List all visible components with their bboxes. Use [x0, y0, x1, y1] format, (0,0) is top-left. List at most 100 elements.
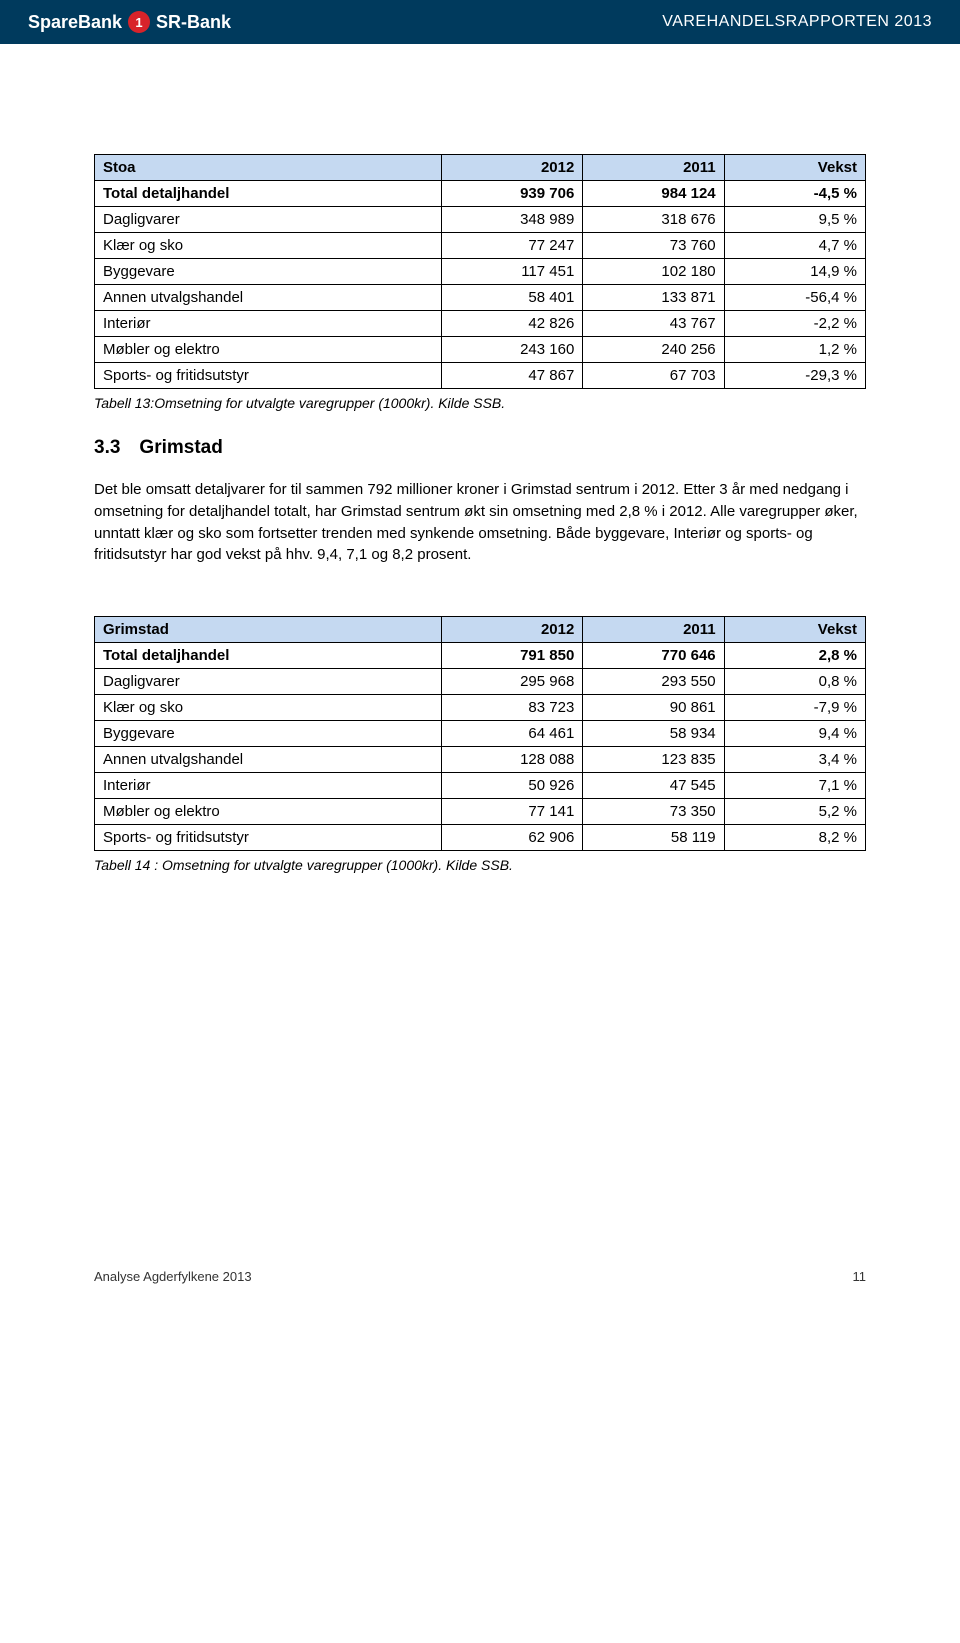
- brand-text-1: SpareBank: [28, 12, 122, 33]
- table-stoa-body: Total detaljhandel939 706984 124-4,5 %Da…: [95, 181, 866, 389]
- table-cell: 73 760: [583, 233, 724, 259]
- section-body-grimstad: Det ble omsatt detaljvarer for til samme…: [94, 479, 866, 566]
- table-header-row: Stoa 2012 2011 Vekst: [95, 155, 866, 181]
- col-header: 2012: [441, 617, 582, 643]
- table-grimstad-body: Total detaljhandel791 850770 6462,8 %Dag…: [95, 643, 866, 851]
- table-cell: 133 871: [583, 285, 724, 311]
- table-cell: 77 141: [441, 799, 582, 825]
- table-grimstad: Grimstad 2012 2011 Vekst Total detaljhan…: [94, 616, 866, 851]
- table-cell: -2,2 %: [724, 311, 865, 337]
- table-cell: 0,8 %: [724, 669, 865, 695]
- table-cell: Byggevare: [95, 259, 442, 285]
- table-stoa: Stoa 2012 2011 Vekst Total detaljhandel9…: [94, 154, 866, 389]
- table-cell: Total detaljhandel: [95, 643, 442, 669]
- table-cell: Sports- og fritidsutstyr: [95, 363, 442, 389]
- footer-page-number: 11: [853, 1269, 867, 1284]
- table-cell: 1,2 %: [724, 337, 865, 363]
- table-cell: 4,7 %: [724, 233, 865, 259]
- table-row: Sports- og fritidsutstyr62 90658 1198,2 …: [95, 825, 866, 851]
- table-cell: 123 835: [583, 747, 724, 773]
- brand-badge-icon: 1: [128, 11, 150, 33]
- table-cell: 67 703: [583, 363, 724, 389]
- table-row: Klær og sko77 24773 7604,7 %: [95, 233, 866, 259]
- table-cell: 9,4 %: [724, 721, 865, 747]
- table-cell: 3,4 %: [724, 747, 865, 773]
- table-row: Klær og sko83 72390 861-7,9 %: [95, 695, 866, 721]
- table-cell: -29,3 %: [724, 363, 865, 389]
- table-cell: 14,9 %: [724, 259, 865, 285]
- table-cell: 318 676: [583, 207, 724, 233]
- table-row: Total detaljhandel791 850770 6462,8 %: [95, 643, 866, 669]
- table-cell: Sports- og fritidsutstyr: [95, 825, 442, 851]
- table-cell: 8,2 %: [724, 825, 865, 851]
- table-cell: 62 906: [441, 825, 582, 851]
- table-cell: 64 461: [441, 721, 582, 747]
- table-cell: Total detaljhandel: [95, 181, 442, 207]
- table-row: Møbler og elektro243 160240 2561,2 %: [95, 337, 866, 363]
- table-cell: 939 706: [441, 181, 582, 207]
- page-content: Stoa 2012 2011 Vekst Total detaljhandel9…: [0, 44, 960, 1259]
- table-cell: 770 646: [583, 643, 724, 669]
- page-footer: Analyse Agderfylkene 2013 11: [0, 1259, 960, 1314]
- table-cell: Møbler og elektro: [95, 799, 442, 825]
- table-cell: Dagligvarer: [95, 669, 442, 695]
- table-header-row: Grimstad 2012 2011 Vekst: [95, 617, 866, 643]
- table-caption: Tabell 14 : Omsetning for utvalgte vareg…: [94, 857, 866, 873]
- table-cell: -56,4 %: [724, 285, 865, 311]
- table-cell: Annen utvalgshandel: [95, 747, 442, 773]
- table-cell: 90 861: [583, 695, 724, 721]
- table-cell: Interiør: [95, 311, 442, 337]
- table-cell: 243 160: [441, 337, 582, 363]
- table-row: Interiør50 92647 5457,1 %: [95, 773, 866, 799]
- col-header: Stoa: [95, 155, 442, 181]
- table-cell: 2,8 %: [724, 643, 865, 669]
- table-cell: 128 088: [441, 747, 582, 773]
- col-header: Vekst: [724, 155, 865, 181]
- report-title: VAREHANDELSRAPPORTEN 2013: [662, 13, 932, 31]
- table-row: Dagligvarer295 968293 5500,8 %: [95, 669, 866, 695]
- col-header: 2011: [583, 155, 724, 181]
- table-row: Sports- og fritidsutstyr47 86767 703-29,…: [95, 363, 866, 389]
- table-cell: 58 119: [583, 825, 724, 851]
- brand-text-2: SR-Bank: [156, 12, 231, 33]
- table-cell: 43 767: [583, 311, 724, 337]
- table-cell: Klær og sko: [95, 233, 442, 259]
- table-cell: Klær og sko: [95, 695, 442, 721]
- table-cell: 117 451: [441, 259, 582, 285]
- table-cell: Annen utvalgshandel: [95, 285, 442, 311]
- table-cell: -7,9 %: [724, 695, 865, 721]
- table-cell: 348 989: [441, 207, 582, 233]
- col-header: Grimstad: [95, 617, 442, 643]
- table-cell: 47 867: [441, 363, 582, 389]
- table-row: Byggevare117 451102 18014,9 %: [95, 259, 866, 285]
- table-cell: 984 124: [583, 181, 724, 207]
- table-cell: Byggevare: [95, 721, 442, 747]
- col-header: 2012: [441, 155, 582, 181]
- footer-left: Analyse Agderfylkene 2013: [94, 1269, 252, 1284]
- table-cell: 102 180: [583, 259, 724, 285]
- table-cell: -4,5 %: [724, 181, 865, 207]
- table-row: Annen utvalgshandel128 088123 8353,4 %: [95, 747, 866, 773]
- table-cell: 9,5 %: [724, 207, 865, 233]
- table-cell: 7,1 %: [724, 773, 865, 799]
- table-cell: 77 247: [441, 233, 582, 259]
- section-heading-grimstad: 3.3 Grimstad: [94, 437, 866, 459]
- brand-logo: SpareBank 1 SR-Bank: [28, 11, 231, 33]
- table-row: Total detaljhandel939 706984 124-4,5 %: [95, 181, 866, 207]
- table-cell: 83 723: [441, 695, 582, 721]
- table-cell: 50 926: [441, 773, 582, 799]
- table-row: Dagligvarer348 989318 6769,5 %: [95, 207, 866, 233]
- table-cell: 5,2 %: [724, 799, 865, 825]
- col-header: Vekst: [724, 617, 865, 643]
- table-cell: 47 545: [583, 773, 724, 799]
- table-cell: 73 350: [583, 799, 724, 825]
- table-cell: 58 401: [441, 285, 582, 311]
- table-row: Interiør42 82643 767-2,2 %: [95, 311, 866, 337]
- table-row: Byggevare64 46158 9349,4 %: [95, 721, 866, 747]
- table-caption: Tabell 13:Omsetning for utvalgte varegru…: [94, 395, 866, 411]
- table-cell: 240 256: [583, 337, 724, 363]
- table-cell: Interiør: [95, 773, 442, 799]
- table-cell: 293 550: [583, 669, 724, 695]
- table-cell: 791 850: [441, 643, 582, 669]
- table-cell: 42 826: [441, 311, 582, 337]
